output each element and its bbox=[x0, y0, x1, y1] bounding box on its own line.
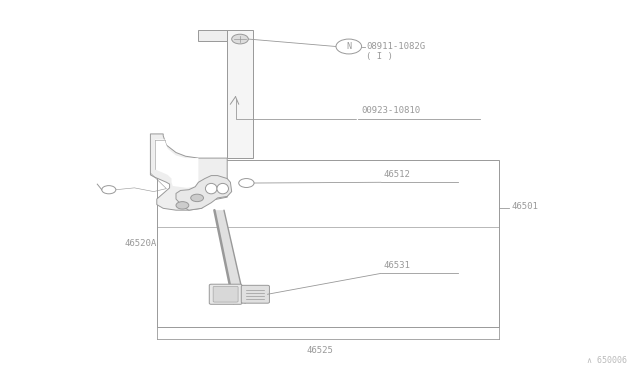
Polygon shape bbox=[198, 30, 227, 41]
FancyBboxPatch shape bbox=[213, 286, 238, 302]
Polygon shape bbox=[155, 140, 198, 188]
Text: 46501: 46501 bbox=[512, 202, 539, 211]
FancyBboxPatch shape bbox=[209, 284, 242, 304]
Polygon shape bbox=[214, 210, 245, 303]
Text: 46525: 46525 bbox=[307, 346, 333, 355]
Text: ∧ 650006: ∧ 650006 bbox=[588, 356, 627, 365]
Bar bbox=[157, 160, 499, 327]
Text: ( I ): ( I ) bbox=[366, 52, 393, 61]
Circle shape bbox=[232, 34, 248, 44]
Text: N: N bbox=[346, 42, 351, 51]
Polygon shape bbox=[176, 176, 232, 210]
Text: 46520A: 46520A bbox=[125, 239, 157, 248]
Circle shape bbox=[336, 39, 362, 54]
Ellipse shape bbox=[205, 183, 217, 194]
Text: 08911-1082G: 08911-1082G bbox=[366, 42, 425, 51]
FancyBboxPatch shape bbox=[241, 285, 269, 303]
Text: 46512: 46512 bbox=[384, 170, 411, 179]
FancyBboxPatch shape bbox=[227, 30, 253, 158]
Text: 46531: 46531 bbox=[384, 262, 411, 270]
Circle shape bbox=[176, 202, 189, 209]
Circle shape bbox=[239, 179, 254, 187]
Ellipse shape bbox=[217, 183, 228, 194]
Text: 00923-10810: 00923-10810 bbox=[362, 106, 420, 115]
Polygon shape bbox=[150, 134, 227, 210]
Circle shape bbox=[191, 194, 204, 202]
Circle shape bbox=[102, 186, 116, 194]
